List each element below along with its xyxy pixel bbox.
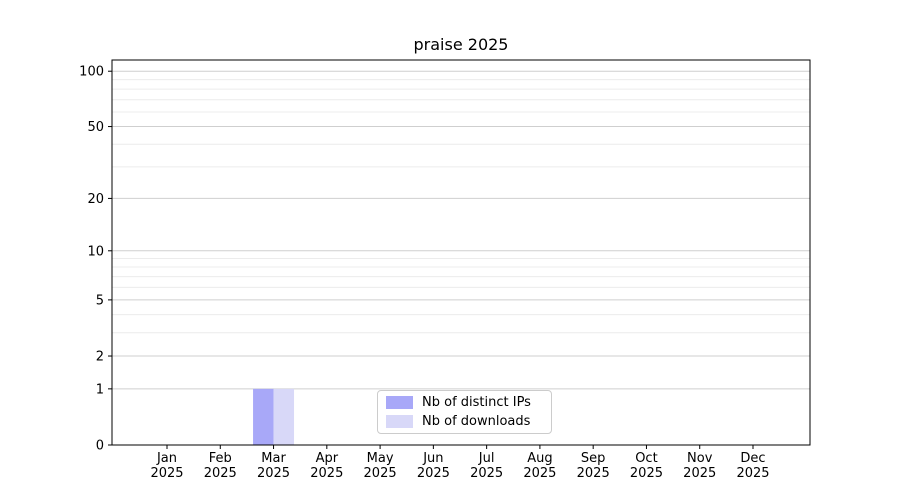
- x-tick-label-month: Aug: [527, 451, 552, 466]
- y-tick-label: 100: [79, 65, 104, 80]
- x-tick-label-year: 2025: [204, 466, 237, 481]
- x-tick-label-year: 2025: [150, 466, 183, 481]
- bar-downloads-mar: [273, 388, 295, 445]
- x-tick-label-month: Jul: [478, 451, 495, 466]
- x-tick-label-year: 2025: [577, 466, 610, 481]
- x-tick-label-month: Dec: [740, 451, 765, 466]
- y-tick-label: 1: [96, 382, 104, 397]
- x-tick-label-month: Jun: [422, 451, 443, 466]
- legend-item-downloads: Nb of downloads: [386, 414, 543, 429]
- x-tick-label-month: Nov: [687, 451, 713, 466]
- x-tick-label-month: May: [367, 451, 394, 466]
- x-tick-label-year: 2025: [364, 466, 397, 481]
- y-tick-label: 5: [96, 293, 104, 308]
- y-tick-label: 50: [87, 120, 104, 135]
- legend-label-distinct-ips: Nb of distinct IPs: [422, 395, 531, 410]
- bar-distinct-ips-mar: [253, 388, 274, 445]
- y-tick-label: 10: [87, 244, 104, 259]
- x-tick-label-year: 2025: [470, 466, 503, 481]
- legend-swatch-downloads: [386, 415, 413, 428]
- y-tick-label: 20: [87, 192, 104, 207]
- x-tick-label-month: Jan: [156, 451, 177, 466]
- x-tick-label-year: 2025: [523, 466, 556, 481]
- y-tick-label: 0: [96, 439, 104, 454]
- x-tick-label-month: Apr: [316, 451, 339, 466]
- x-tick-label-month: Sep: [581, 451, 606, 466]
- legend-label-downloads: Nb of downloads: [422, 414, 531, 429]
- chart-title: praise 2025: [413, 35, 509, 54]
- legend-swatch-distinct-ips: [386, 396, 413, 409]
- x-tick-label-year: 2025: [257, 466, 290, 481]
- x-tick-label-year: 2025: [736, 466, 769, 481]
- chart-legend: Nb of distinct IPs Nb of downloads: [377, 390, 552, 434]
- x-tick-label-year: 2025: [310, 466, 343, 481]
- x-tick-label-month: Mar: [261, 451, 286, 466]
- x-tick-label-year: 2025: [630, 466, 663, 481]
- x-tick-label-year: 2025: [683, 466, 716, 481]
- x-tick-label-month: Oct: [635, 451, 657, 466]
- x-tick-label-month: Feb: [209, 451, 232, 466]
- y-tick-label: 2: [96, 350, 104, 365]
- plot-frame: [111, 59, 811, 446]
- x-tick-label-year: 2025: [417, 466, 450, 481]
- legend-item-distinct-ips: Nb of distinct IPs: [386, 395, 543, 410]
